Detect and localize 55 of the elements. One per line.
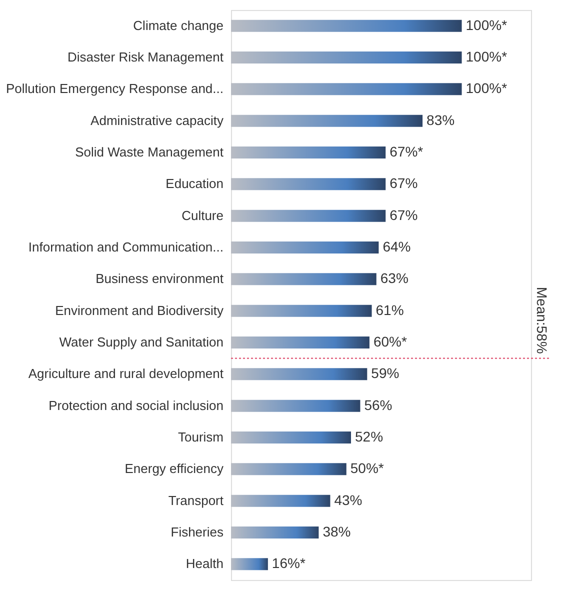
data-label: 52% bbox=[355, 428, 384, 444]
bar bbox=[231, 273, 376, 286]
data-label: 59% bbox=[371, 365, 400, 382]
bar bbox=[231, 241, 379, 254]
data-label: 63% bbox=[380, 270, 408, 286]
data-label: 60%* bbox=[373, 334, 408, 350]
data-label: 67% bbox=[390, 206, 418, 223]
bar bbox=[231, 368, 368, 380]
data-label: 100%* bbox=[466, 16, 508, 33]
bar bbox=[231, 526, 319, 539]
data-label: 38% bbox=[322, 524, 351, 540]
y-tick-label: Protection and social inclusion bbox=[48, 398, 224, 413]
y-tick-label: Environment and Biodiversity bbox=[55, 302, 224, 318]
bar bbox=[231, 146, 386, 159]
y-tick-label: Business environment bbox=[96, 271, 224, 286]
y-tick-label: Solid Waste Management bbox=[75, 144, 224, 160]
data-label: 83% bbox=[426, 112, 455, 128]
y-tick-label: Administrative capacity bbox=[90, 112, 224, 128]
y-tick-label: Climate change bbox=[133, 18, 224, 33]
y-tick-label: Energy efficiency bbox=[124, 461, 224, 476]
data-label: 43% bbox=[334, 492, 362, 508]
bar bbox=[231, 83, 462, 96]
y-tick-label: Fisheries bbox=[170, 524, 224, 540]
y-tick-label: Tourism bbox=[178, 430, 224, 444]
ref-line-label: Mean:58% bbox=[534, 286, 550, 354]
bar bbox=[231, 431, 351, 444]
data-label: 67%* bbox=[390, 144, 424, 160]
bar bbox=[231, 494, 330, 507]
y-tick-label: Culture bbox=[182, 208, 224, 223]
y-tick-label: Disaster Risk Management bbox=[67, 50, 224, 64]
bar bbox=[231, 210, 386, 222]
data-label: 100%* bbox=[466, 48, 508, 64]
y-tick-label: Pollution Emergency Response and... bbox=[6, 81, 224, 96]
bar bbox=[231, 114, 423, 127]
data-label: 100%* bbox=[466, 80, 508, 96]
y-tick-label: Education bbox=[166, 176, 224, 192]
y-tick-label: Water Supply and Sanitation bbox=[59, 334, 224, 350]
bar bbox=[231, 51, 462, 64]
data-label: 16%* bbox=[272, 555, 306, 572]
bar bbox=[231, 400, 360, 412]
data-label: 67% bbox=[390, 175, 418, 192]
bar bbox=[231, 463, 346, 476]
y-tick-label: Health bbox=[186, 556, 224, 572]
data-label: 61% bbox=[376, 302, 404, 318]
bar bbox=[231, 304, 372, 317]
bar bbox=[231, 20, 462, 32]
y-tick-label: Information and Communication... bbox=[28, 240, 224, 254]
data-label: 56% bbox=[364, 396, 392, 413]
data-label: 50%* bbox=[350, 460, 384, 476]
data-label: 64% bbox=[382, 238, 411, 254]
bar bbox=[231, 336, 370, 349]
y-tick-label: Agriculture and rural development bbox=[28, 366, 224, 382]
y-tick-label: Transport bbox=[168, 492, 224, 508]
bar bbox=[231, 558, 268, 570]
bar bbox=[231, 178, 386, 190]
